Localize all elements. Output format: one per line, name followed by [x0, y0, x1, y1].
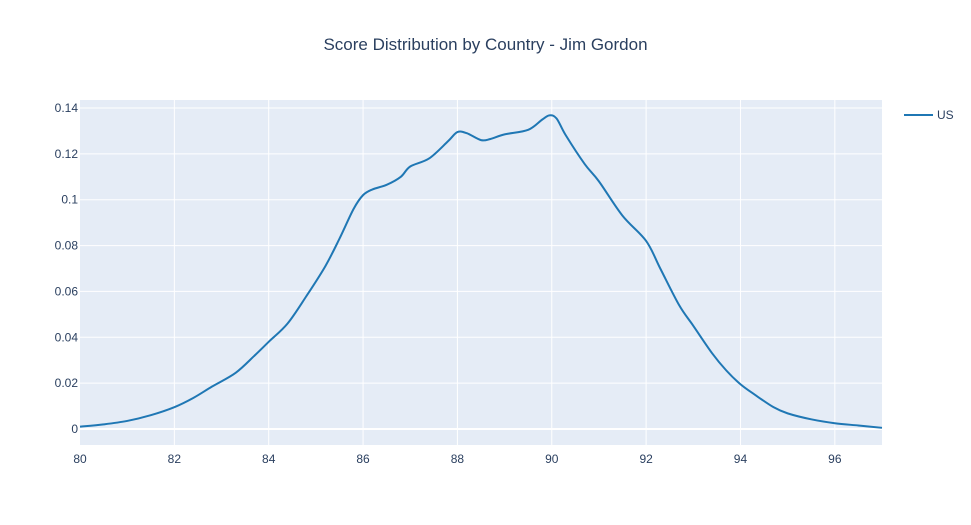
y-tick-label: 0.04: [55, 330, 79, 344]
x-tick-label: 96: [828, 452, 842, 466]
series-line-us[interactable]: [79, 114, 883, 429]
y-tick-label: 0.08: [55, 239, 79, 253]
y-tick-label: 0.1: [61, 193, 78, 207]
x-tick-label: 84: [262, 452, 276, 466]
y-tick-label: 0: [71, 422, 78, 436]
y-tick-label: 0.02: [55, 376, 79, 390]
y-tick-label: 0.14: [55, 101, 79, 115]
x-gridlines: [173, 100, 836, 445]
legend[interactable]: US: [904, 108, 954, 122]
y-tick-label: 0.06: [55, 284, 79, 298]
y-tick-label: 0.12: [55, 147, 79, 161]
x-tick-label: 82: [168, 452, 182, 466]
y-gridlines: [80, 107, 882, 430]
chart-title: Score Distribution by Country - Jim Gord…: [323, 35, 647, 54]
x-tick-label: 92: [639, 452, 653, 466]
plot-area: [80, 100, 882, 445]
legend-label-us: US: [937, 108, 954, 122]
x-tick-label: 86: [356, 452, 370, 466]
series-lines: [79, 114, 883, 429]
x-tick-label: 90: [545, 452, 559, 466]
y-axis-ticks: 0 0.02 0.04 0.06 0.08 0.1 0.12 0.14: [55, 101, 79, 436]
x-tick-label: 80: [73, 452, 87, 466]
x-axis-ticks: 80 82 84 86 88 90 92 94 96: [73, 452, 841, 466]
x-tick-label: 94: [734, 452, 748, 466]
x-tick-label: 88: [451, 452, 465, 466]
